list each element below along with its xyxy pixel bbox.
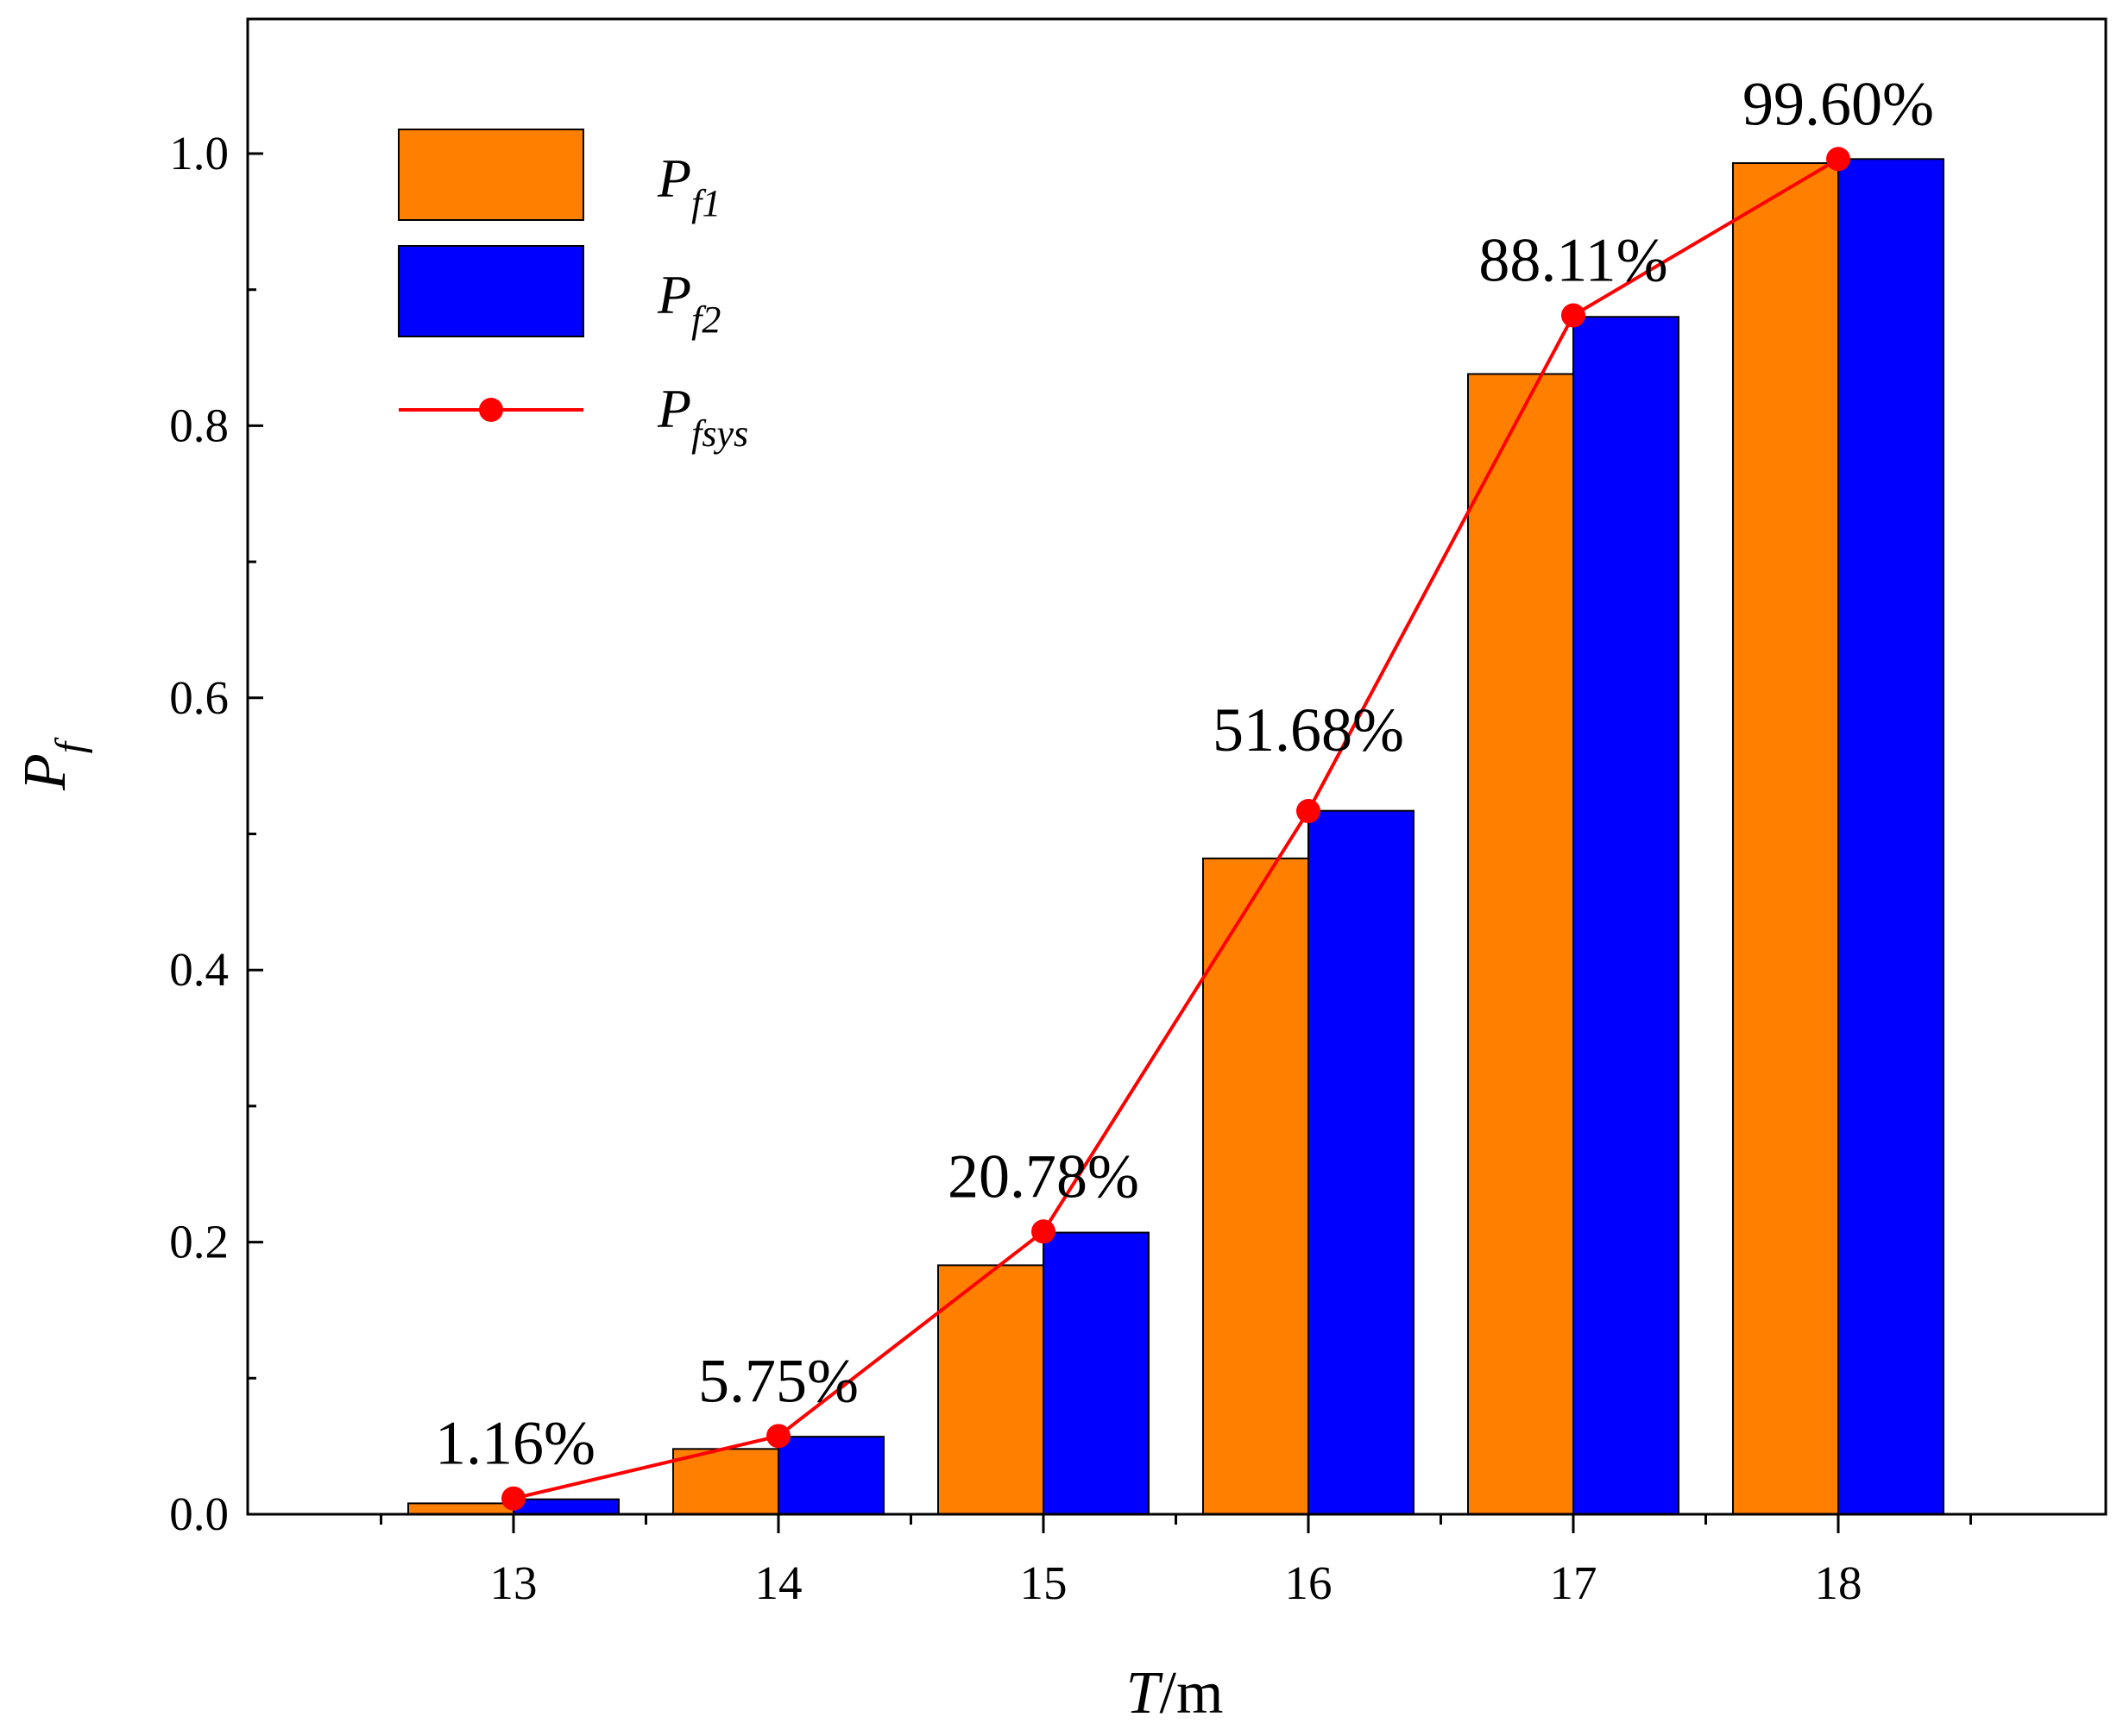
y-axis-title: Pf (12, 737, 93, 791)
bar-pf2-14 (778, 1436, 885, 1515)
bar-pf1-16 (1202, 857, 1309, 1515)
x-tick-label: 15 (1020, 1557, 1068, 1609)
data-label-17: 88.11% (1478, 226, 1667, 295)
point-pfsys-15 (1031, 1219, 1055, 1244)
x-tick-label: 17 (1550, 1557, 1597, 1609)
bar-pf2-17 (1572, 316, 1679, 1515)
point-pfsys-17 (1561, 303, 1585, 328)
legend-swatch-pf2 (398, 245, 584, 337)
bars-layer (407, 158, 1944, 1516)
bar-pf1-14 (672, 1448, 779, 1515)
x-tick-label: 16 (1285, 1557, 1333, 1609)
y-tick-label: 1.0 (169, 127, 229, 179)
x-tick-label: 13 (490, 1557, 538, 1609)
legend: Pf1 Pf2 Pfsys (398, 129, 748, 455)
legend-swatch-pf1 (398, 129, 584, 221)
labels-layer: 1.16% 5.75% 20.78% 51.68% 88.11% 99.60% (435, 69, 1934, 1477)
y-tick-label: 0.2 (169, 1216, 229, 1268)
bar-pf2-15 (1043, 1231, 1150, 1516)
bar-pf1-18 (1732, 162, 1839, 1516)
bar-pf1-17 (1467, 373, 1574, 1515)
bar-pf2-16 (1307, 809, 1414, 1515)
data-label-16: 51.68% (1213, 695, 1404, 764)
line-layer (501, 147, 1850, 1511)
x-tick-label: 18 (1815, 1557, 1862, 1609)
bar-pf2-18 (1837, 158, 1944, 1516)
legend-label-pf2: Pf2 (657, 264, 721, 341)
data-label-13: 1.16% (435, 1409, 595, 1478)
point-pfsys-18 (1826, 147, 1850, 172)
bar-pf1-13 (407, 1502, 514, 1516)
data-label-15: 20.78% (948, 1142, 1139, 1211)
line-pfsys (513, 157, 1840, 1500)
data-label-18: 99.60% (1742, 69, 1934, 138)
x-axis-title: T/m (1126, 1660, 1224, 1727)
x-tick-label: 14 (755, 1557, 803, 1609)
y-tick-label: 0.8 (169, 399, 229, 451)
legend-marker-pfsys (479, 398, 503, 422)
axes-layer: 0.0 0.2 0.4 0.6 0.8 1.0 13 14 15 16 17 18 T/m Pf (12, 17, 2108, 1727)
legend-label-pfsys: Pfsys (657, 378, 748, 455)
bar-pf1-15 (937, 1264, 1044, 1516)
y-tick-label: 0.0 (169, 1488, 229, 1540)
bar-pf2-13 (513, 1498, 620, 1515)
point-pfsys-16 (1296, 799, 1320, 824)
y-tick-label: 0.4 (169, 943, 229, 996)
y-tick-label: 0.6 (169, 671, 229, 724)
legend-label-pf1: Pf1 (657, 148, 721, 224)
point-pfsys-13 (501, 1486, 526, 1511)
data-label-14: 5.75% (698, 1346, 859, 1415)
point-pfsys-14 (766, 1424, 791, 1449)
